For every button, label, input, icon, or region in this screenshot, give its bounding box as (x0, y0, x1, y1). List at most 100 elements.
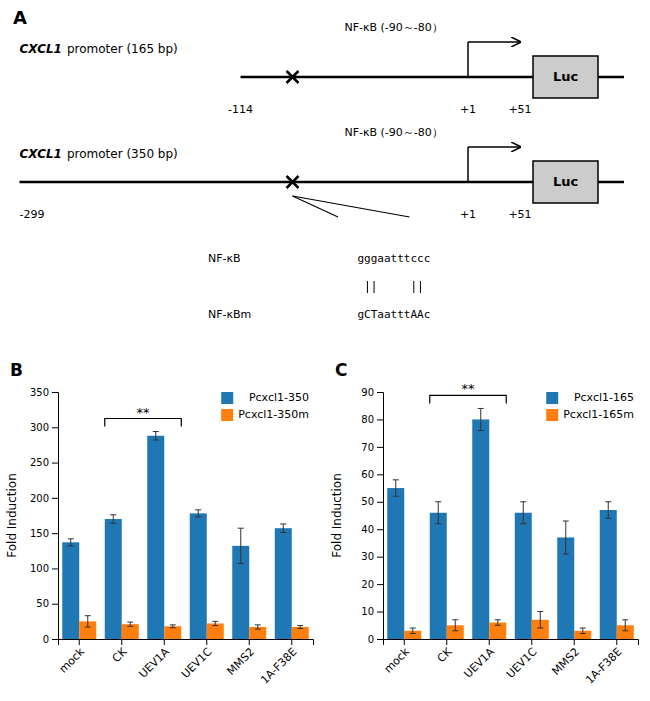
tick-mark (616, 639, 617, 645)
luc-label: Luc (553, 174, 578, 189)
error-bar (85, 616, 91, 627)
bar (387, 488, 404, 639)
sequence: gCTaatttAAc (358, 308, 431, 321)
luc-box (533, 56, 598, 98)
y-axis: 0102030405060708090 (361, 387, 383, 645)
x-axis: mockCKUEV1AUEV1CMMS21A-F38E (57, 639, 314, 687)
bar (515, 513, 532, 639)
tick-label: 350 (30, 387, 49, 398)
tick-mark (206, 639, 207, 645)
tick-label: MMS2 (549, 645, 582, 678)
luc-label: Luc (553, 69, 578, 84)
tick-mark (52, 533, 58, 534)
tick: 250 (30, 457, 58, 468)
mutation-bar (367, 281, 368, 293)
tick-mark (121, 639, 122, 645)
axis-line (384, 640, 639, 646)
tick-mark (377, 529, 383, 530)
bar (105, 519, 122, 639)
error-bar (520, 502, 526, 524)
tick: 80 (361, 414, 383, 425)
error-bar (68, 539, 74, 546)
tick-label: UEV1A (137, 645, 173, 681)
legend-label: Pcxcl1-165m (563, 408, 634, 421)
tick-label: CK (110, 645, 130, 665)
error-bar (110, 515, 116, 523)
error-bar (297, 626, 303, 629)
promoter-label: promoter (350 bp) (67, 147, 178, 161)
tick: 0 (368, 634, 383, 645)
error-bar (410, 628, 416, 633)
error-bar (212, 621, 218, 625)
gene-label: CXCL1 (20, 42, 62, 56)
significance-label: ** (137, 405, 151, 420)
gene-label: CXCL1 (20, 147, 62, 161)
bar (147, 436, 164, 639)
tick-label: 250 (30, 457, 49, 468)
error-bar (393, 480, 399, 496)
error-bar (153, 432, 159, 440)
tick: 50 (361, 496, 383, 507)
axis-title: Fold Induction (330, 473, 344, 558)
promoter-line (20, 181, 592, 184)
detail-line (293, 196, 410, 217)
y-axis: 050100150200250300350 (30, 387, 59, 645)
tick: mock (382, 639, 413, 676)
tick-label: 30 (361, 551, 374, 562)
tick-label: 0 (368, 634, 374, 645)
x-axis: mockCKUEV1AUEV1CMMS21A-F38E (382, 639, 639, 687)
tick-label: 100 (30, 563, 49, 574)
error-bar (127, 622, 133, 626)
error-bar (537, 612, 543, 628)
bar (190, 513, 207, 639)
tick-label: UEV1A (462, 645, 498, 681)
tick-label: 1A-F38E (258, 645, 299, 686)
tick: MMS2 (224, 639, 257, 678)
tick-mark (164, 639, 165, 645)
mutation-bar (413, 281, 414, 293)
tick-mark (531, 639, 532, 645)
bar (600, 510, 617, 639)
promoter-line (598, 181, 624, 184)
error-bar (478, 408, 484, 430)
error-bar (255, 625, 261, 629)
legend-swatch (221, 409, 233, 421)
tick-mark (489, 639, 490, 645)
legend-swatch (546, 409, 558, 421)
tick-mark (249, 639, 250, 645)
position-label: -114 (228, 103, 253, 116)
error-bar (563, 521, 569, 554)
tick-mark (404, 639, 405, 645)
tick: 1A-F38E (583, 639, 624, 687)
tick: 50 (36, 598, 58, 609)
promoter-line (598, 76, 624, 79)
tick-mark (377, 474, 383, 475)
tick-mark (52, 463, 58, 464)
error-bar (280, 524, 286, 532)
significance-label: ** (462, 381, 476, 396)
tick-mark (52, 604, 58, 605)
tick-label: 200 (30, 493, 49, 504)
tick-label: UEV1C (504, 645, 540, 681)
marks (387, 408, 634, 639)
legend: Pcxcl1-165Pcxcl1-165m (546, 391, 634, 421)
tss-arrow (468, 146, 520, 148)
tick-label: 300 (30, 422, 49, 433)
axis-line (377, 393, 384, 640)
tick-mark (52, 392, 58, 393)
tick-label: 50 (361, 496, 374, 507)
position-label: +51 (508, 208, 531, 221)
error-bar (452, 620, 458, 631)
tick-label: 70 (361, 442, 374, 453)
marks (62, 432, 309, 639)
panel-label: C (335, 360, 347, 380)
tick-label: mock (57, 645, 88, 676)
error-bar (435, 502, 441, 524)
legend-swatch (546, 392, 558, 404)
error-bar (622, 620, 628, 631)
tick-mark (377, 447, 383, 448)
tick-label: mock (382, 645, 413, 676)
error-bar (195, 510, 201, 517)
figure: ACXCL1promoter (165 bp)NF-κB (-90～-80）-1… (0, 0, 650, 701)
tick: 1A-F38E (258, 639, 299, 687)
